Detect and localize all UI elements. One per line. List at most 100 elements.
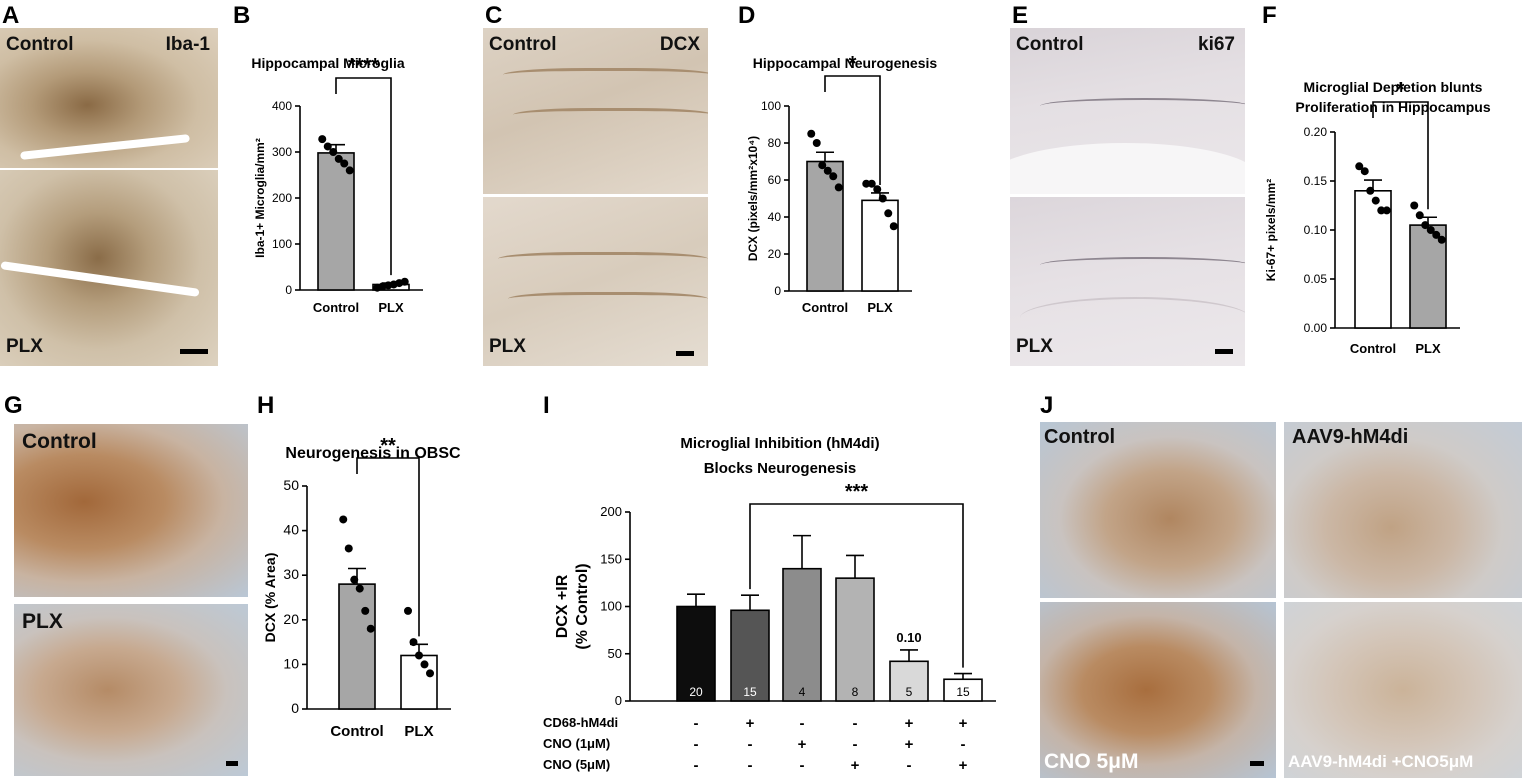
- chart-title: Neurogenesis in OBSC: [285, 445, 461, 462]
- bar: [861, 199, 899, 292]
- data-point: [823, 166, 832, 175]
- scale-bar: [1215, 349, 1233, 354]
- data-point: [339, 515, 348, 524]
- micro-label-cno: CNO 5μM: [1044, 750, 1139, 773]
- data-point: [862, 179, 871, 188]
- y-tick-label: 80: [768, 136, 782, 150]
- y-tick-label: 200: [600, 504, 622, 519]
- data-point: [812, 139, 821, 147]
- chart-i: Microglial Inhibition (hM4di) Blocks Neur…: [543, 435, 996, 774]
- y-axis-label: Iba-1+ Microglia/mm²: [253, 138, 267, 258]
- condition-sign: +: [746, 715, 755, 732]
- chart-h: Neurogenesis in OBSC 0 10 20 30 40 50 DCX (% Ar…: [262, 435, 461, 740]
- condition-sign: -: [800, 715, 805, 732]
- data-point: [1437, 235, 1446, 244]
- condition-sign: -: [907, 757, 912, 774]
- chart-title: Microglial Depletion blunts: [1304, 79, 1483, 95]
- data-point: [318, 135, 327, 144]
- micrograph-e-control: Control ki67: [1010, 28, 1245, 194]
- data-point: [340, 159, 349, 168]
- micrograph-c-plx: PLX: [483, 197, 708, 366]
- data-point: [1426, 226, 1435, 234]
- n-label: 4: [799, 685, 806, 699]
- y-tick-label: 100: [761, 99, 781, 113]
- y-tick-label: 100: [600, 599, 622, 614]
- y-tick-label: 400: [272, 99, 292, 113]
- data-point: [329, 148, 338, 156]
- data-point: [350, 575, 359, 584]
- micro-label-hm4di-cno: AAV9-hM4di +CNO5μM: [1288, 752, 1474, 771]
- y-tick-label: 0: [774, 284, 781, 298]
- x-tick-label: PLX: [867, 300, 893, 315]
- condition-sign: +: [798, 736, 807, 753]
- significance-marker: ***: [845, 481, 869, 503]
- x-tick-label: PLX: [378, 300, 404, 315]
- condition-sign: -: [694, 736, 699, 753]
- micro-label-control: Control: [22, 430, 97, 453]
- data-point: [873, 185, 882, 194]
- y-tick-label: 60: [768, 173, 782, 187]
- chart-f: Microglial Depletion blunts Proliferation…: [1264, 79, 1491, 356]
- y-tick-label: 50: [283, 477, 299, 493]
- chart-title: Microglial Inhibition (hM4di): [680, 435, 879, 452]
- y-tick-label: 0.10: [1304, 223, 1328, 237]
- condition-label: CNO (5μM): [543, 757, 610, 772]
- micro-label-plx: PLX: [489, 336, 526, 357]
- chart-subtitle: Proliferation in Hippocampus: [1295, 99, 1490, 115]
- micro-label-control: Control: [489, 34, 557, 55]
- data-point: [1377, 206, 1386, 215]
- micrograph-c-control: Control DCX: [483, 28, 708, 194]
- micrograph-j-hm4di-cno: AAV9-hM4di +CNO5μM: [1284, 602, 1522, 778]
- data-point: [420, 660, 429, 669]
- y-tick-label: 150: [600, 551, 622, 566]
- data-point: [426, 669, 434, 678]
- micrograph-a-control: Control Iba-1: [0, 28, 218, 168]
- n-label: 8: [852, 685, 859, 699]
- y-tick-label: 0.00: [1304, 321, 1328, 335]
- data-point: [345, 166, 354, 175]
- scale-bar: [226, 761, 238, 766]
- micrograph-g-plx: PLX: [14, 604, 248, 776]
- data-point: [1421, 221, 1430, 230]
- data-point: [1432, 230, 1441, 239]
- micrograph-e-plx: PLX: [1010, 197, 1245, 366]
- significance-bracket: [335, 77, 392, 276]
- y-tick-label: 100: [272, 237, 292, 251]
- data-point: [1382, 206, 1391, 215]
- y-tick-label: 0: [285, 283, 292, 297]
- panel-letter-h: H: [257, 392, 275, 419]
- chart-b: Hippocampal Microglia 0 100 200 300 400 Iba-1+…: [251, 55, 423, 315]
- y-tick-label: 30: [283, 566, 299, 582]
- data-point: [1366, 186, 1375, 195]
- y-tick-label: 0: [291, 700, 299, 716]
- condition-sign: -: [853, 736, 858, 753]
- y-tick-label: 0.05: [1304, 272, 1328, 286]
- chart-subtitle: Blocks Neurogenesis: [704, 460, 857, 477]
- data-point: [1410, 201, 1419, 210]
- x-tick-label: PLX: [404, 723, 433, 740]
- condition-sign: +: [851, 757, 860, 774]
- micrograph-j-cno: CNO 5μM: [1040, 602, 1276, 778]
- y-axis-label: DCX +IR: [554, 574, 571, 638]
- bar: [806, 160, 844, 292]
- panel-letter-a: A: [2, 2, 20, 29]
- bar: [782, 567, 822, 702]
- bar: [676, 605, 716, 702]
- y-tick-label: 40: [768, 210, 782, 224]
- condition-sign: -: [748, 757, 753, 774]
- bar: [338, 583, 376, 710]
- micro-label-plx: PLX: [6, 336, 43, 357]
- micro-label-plx: PLX: [22, 610, 63, 633]
- y-tick-label: 20: [283, 611, 299, 627]
- bar: [317, 152, 355, 291]
- significance-bracket: [824, 75, 881, 185]
- chart-d: Hippocampal Neurogenesis 0 20 40 60 80 100 DCX …: [746, 53, 937, 315]
- micrograph-g-control: Control: [14, 424, 248, 597]
- condition-sign: -: [694, 757, 699, 774]
- bar: [889, 660, 929, 702]
- panel-letter-c: C: [485, 2, 503, 29]
- significance-marker: ****: [348, 55, 379, 77]
- panel-letter-f: F: [1262, 2, 1277, 29]
- significance-bracket: [1372, 101, 1429, 210]
- data-point: [889, 222, 898, 231]
